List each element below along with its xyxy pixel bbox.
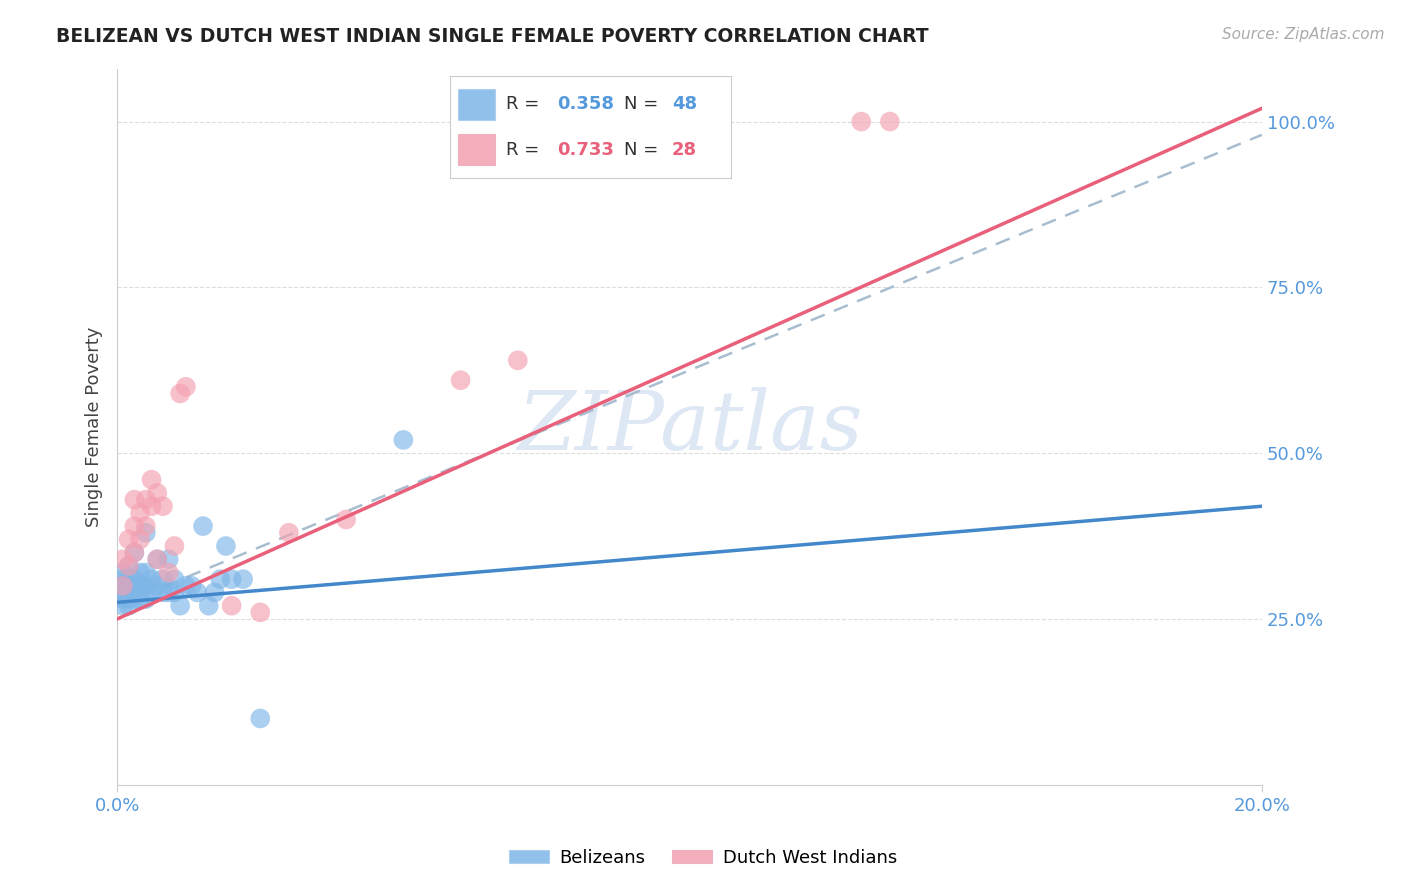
Point [141, 500, 163, 514]
Point [146, 486, 169, 500]
Text: 0.358: 0.358 [557, 95, 614, 113]
Point [124, 585, 146, 599]
Point [169, 599, 191, 613]
Point [117, 558, 139, 573]
Point [117, 572, 139, 586]
Point [135, 579, 157, 593]
Point [111, 572, 134, 586]
Point [129, 579, 152, 593]
Point [249, 711, 271, 725]
Point [157, 552, 180, 566]
Point [117, 599, 139, 613]
Point [111, 585, 134, 599]
Point [111, 579, 134, 593]
Point [169, 386, 191, 401]
Point [191, 519, 214, 533]
Point [157, 566, 180, 580]
Point [174, 579, 197, 593]
Point [129, 506, 152, 520]
Point [851, 114, 873, 128]
Point [111, 592, 134, 607]
Point [335, 512, 357, 526]
Point [124, 572, 146, 586]
Point [157, 585, 180, 599]
Point [117, 533, 139, 547]
Point [146, 579, 169, 593]
Text: Source: ZipAtlas.com: Source: ZipAtlas.com [1222, 27, 1385, 42]
Point [221, 572, 243, 586]
Text: N =: N = [624, 95, 664, 113]
Point [117, 592, 139, 607]
Point [152, 572, 174, 586]
Point [135, 525, 157, 540]
Point [124, 592, 146, 607]
Point [111, 552, 134, 566]
Point [209, 572, 232, 586]
Point [879, 114, 901, 128]
Point [204, 585, 226, 599]
Point [163, 539, 186, 553]
Point [277, 525, 299, 540]
Point [232, 572, 254, 586]
Y-axis label: Single Female Poverty: Single Female Poverty [86, 326, 103, 527]
Text: N =: N = [624, 141, 664, 159]
Legend: Belizeans, Dutch West Indians: Belizeans, Dutch West Indians [502, 842, 904, 874]
Point [124, 546, 146, 560]
Point [152, 500, 174, 514]
Point [180, 579, 202, 593]
Point [197, 599, 219, 613]
Point [111, 566, 134, 580]
Point [186, 585, 208, 599]
Text: 48: 48 [672, 95, 697, 113]
FancyBboxPatch shape [458, 135, 495, 165]
Point [124, 579, 146, 593]
Text: 28: 28 [672, 141, 697, 159]
Point [135, 592, 157, 607]
Point [146, 552, 169, 566]
Text: BELIZEAN VS DUTCH WEST INDIAN SINGLE FEMALE POVERTY CORRELATION CHART: BELIZEAN VS DUTCH WEST INDIAN SINGLE FEM… [56, 27, 929, 45]
Text: ZIPatlas: ZIPatlas [517, 386, 862, 467]
Point [117, 579, 139, 593]
Point [135, 566, 157, 580]
Point [129, 592, 152, 607]
Text: R =: R = [506, 141, 546, 159]
Point [124, 519, 146, 533]
Point [215, 539, 238, 553]
Point [141, 585, 163, 599]
Point [111, 599, 134, 613]
Point [506, 353, 529, 368]
FancyBboxPatch shape [458, 89, 495, 120]
Point [146, 552, 169, 566]
Point [163, 585, 186, 599]
Point [117, 585, 139, 599]
Point [135, 519, 157, 533]
Point [129, 533, 152, 547]
Point [129, 566, 152, 580]
Point [221, 599, 243, 613]
Point [163, 572, 186, 586]
Point [111, 579, 134, 593]
Point [129, 585, 152, 599]
Point [135, 492, 157, 507]
Point [152, 585, 174, 599]
Point [141, 572, 163, 586]
Point [141, 473, 163, 487]
Point [124, 492, 146, 507]
Point [249, 605, 271, 619]
Point [392, 433, 415, 447]
Text: R =: R = [506, 95, 546, 113]
Point [174, 380, 197, 394]
Point [124, 546, 146, 560]
Point [450, 373, 472, 387]
Point [117, 558, 139, 573]
Text: 0.733: 0.733 [557, 141, 613, 159]
